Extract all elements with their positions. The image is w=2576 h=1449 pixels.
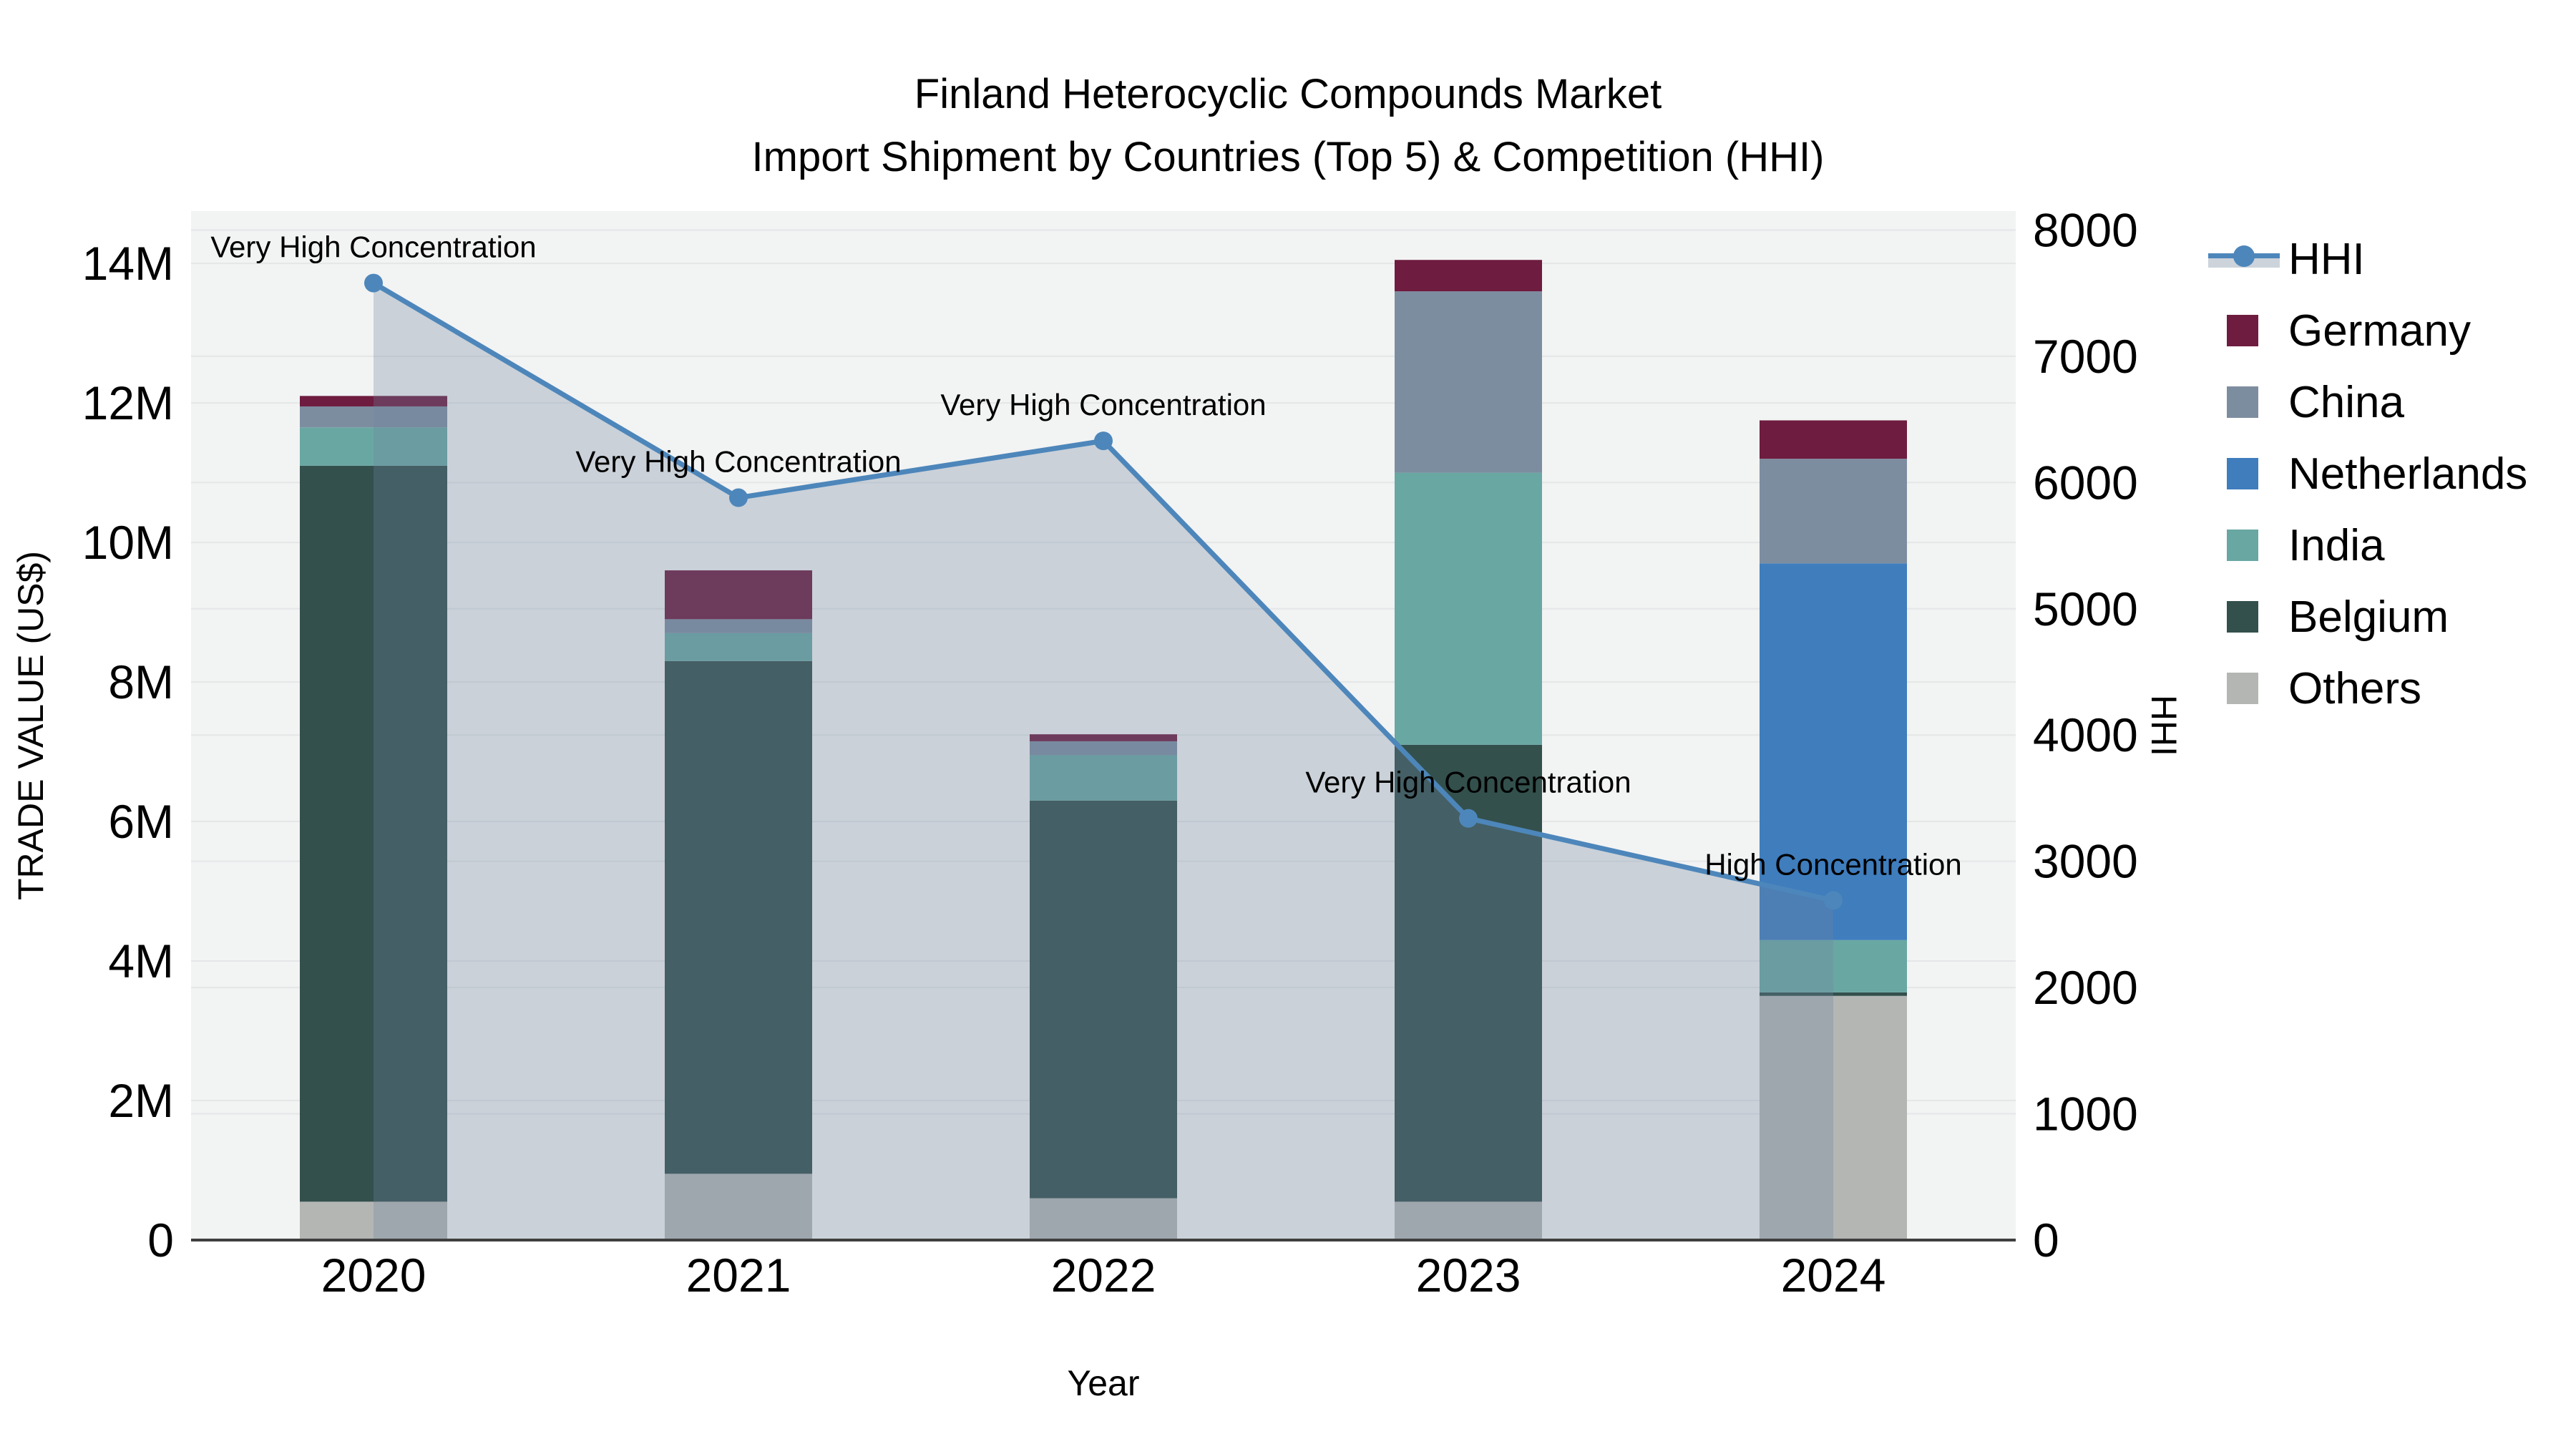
annotation-2020: Very High Concentration bbox=[210, 230, 536, 264]
legend-label: China bbox=[2288, 377, 2404, 427]
bar-china-2024[interactable] bbox=[1760, 459, 1907, 564]
bar-belgium-2021[interactable] bbox=[665, 660, 812, 1174]
bar-others-2020[interactable] bbox=[300, 1201, 447, 1240]
bar-others-2024[interactable] bbox=[1760, 995, 1907, 1240]
germany-swatch-icon bbox=[2227, 315, 2258, 346]
annotation-2023: Very High Concentration bbox=[1305, 766, 1631, 799]
annotation-2021: Very High Concentration bbox=[575, 445, 901, 479]
bar-china-2023[interactable] bbox=[1395, 291, 1542, 473]
bar-netherlands-2024[interactable] bbox=[1760, 563, 1907, 940]
right-tick-label: 6000 bbox=[2033, 456, 2138, 509]
left-tick-label: 6M bbox=[108, 795, 174, 848]
legend-label: Netherlands bbox=[2288, 449, 2528, 499]
left-tick-label: 12M bbox=[82, 376, 174, 429]
left-tick-label: 4M bbox=[108, 935, 174, 987]
right-axis-title: HHI bbox=[2144, 695, 2184, 756]
bar-germany-2020[interactable] bbox=[300, 396, 447, 406]
bar-india-2021[interactable] bbox=[665, 633, 812, 661]
legend-item-hhi[interactable]: HHI bbox=[2205, 223, 2527, 295]
bar-china-2021[interactable] bbox=[665, 619, 812, 633]
left-tick-label: 0 bbox=[147, 1214, 174, 1267]
belgium-swatch-icon bbox=[2227, 601, 2258, 633]
x-tick-label: 2021 bbox=[686, 1249, 791, 1302]
hhi-point-2023[interactable] bbox=[1459, 809, 1478, 828]
x-tick-label: 2023 bbox=[1416, 1249, 1521, 1302]
legend-label: HHI bbox=[2288, 234, 2365, 284]
bar-belgium-2022[interactable] bbox=[1030, 800, 1177, 1199]
legend-item-others[interactable]: Others bbox=[2205, 653, 2527, 724]
legend-item-netherlands[interactable]: Netherlands bbox=[2205, 438, 2527, 509]
hhi-marker-sample bbox=[2233, 245, 2255, 267]
bar-india-2020[interactable] bbox=[300, 427, 447, 466]
bar-germany-2021[interactable] bbox=[665, 570, 812, 620]
left-tick-label: 2M bbox=[108, 1074, 174, 1127]
legend-item-china[interactable]: China bbox=[2205, 366, 2527, 438]
hhi-area-fill bbox=[374, 283, 1833, 1240]
annotation-2022: Very High Concentration bbox=[940, 388, 1266, 421]
bar-india-2024[interactable] bbox=[1760, 940, 1907, 992]
right-tick-label: 1000 bbox=[2033, 1088, 2138, 1141]
legend-label: Belgium bbox=[2288, 592, 2449, 642]
bar-china-2022[interactable] bbox=[1030, 741, 1177, 756]
chart-title-line1: Finland Heterocyclic Compounds Market bbox=[914, 71, 1662, 117]
legend-label: Germany bbox=[2288, 306, 2471, 356]
right-tick-label: 3000 bbox=[2033, 835, 2138, 888]
hhi-point-2021[interactable] bbox=[729, 488, 748, 507]
legend-item-germany[interactable]: Germany bbox=[2205, 295, 2527, 366]
left-tick-label: 14M bbox=[82, 237, 174, 290]
bar-others-2022[interactable] bbox=[1030, 1198, 1177, 1240]
india-swatch-icon bbox=[2227, 530, 2258, 561]
bar-germany-2024[interactable] bbox=[1760, 420, 1907, 459]
netherlands-swatch-icon bbox=[2227, 458, 2258, 489]
hhi-point-2022[interactable] bbox=[1094, 431, 1113, 451]
bar-belgium-2020[interactable] bbox=[300, 465, 447, 1202]
left-tick-label: 10M bbox=[82, 516, 174, 569]
bar-china-2020[interactable] bbox=[300, 406, 447, 428]
bar-others-2023[interactable] bbox=[1395, 1201, 1542, 1240]
hhi-point-2024[interactable] bbox=[1824, 891, 1843, 910]
legend-item-india[interactable]: India bbox=[2205, 509, 2527, 581]
left-axis-title: TRADE VALUE (US$) bbox=[11, 551, 51, 900]
hhi-line-swatch-icon bbox=[2208, 245, 2280, 272]
x-tick-label: 2022 bbox=[1051, 1249, 1156, 1302]
others-swatch-icon bbox=[2227, 673, 2258, 704]
right-tick-label: 7000 bbox=[2033, 330, 2138, 383]
legend-label: India bbox=[2288, 520, 2385, 570]
x-tick-label: 2020 bbox=[321, 1249, 426, 1302]
x-tick-label: 2024 bbox=[1781, 1249, 1886, 1302]
bar-india-2023[interactable] bbox=[1395, 472, 1542, 745]
legend: HHI Germany China Netherlands India Belg… bbox=[2205, 223, 2527, 724]
china-swatch-icon bbox=[2227, 386, 2258, 418]
chart-title-line2: Import Shipment by Countries (Top 5) & C… bbox=[751, 134, 1825, 180]
left-tick-label: 8M bbox=[108, 655, 174, 708]
bar-india-2022[interactable] bbox=[1030, 755, 1177, 801]
right-tick-label: 0 bbox=[2033, 1214, 2059, 1267]
right-tick-label: 8000 bbox=[2033, 203, 2138, 256]
annotation-2024: High Concentration bbox=[1704, 847, 1962, 881]
x-axis-title: Year bbox=[1067, 1363, 1139, 1403]
right-tick-label: 4000 bbox=[2033, 708, 2138, 761]
bar-belgium-2024[interactable] bbox=[1760, 992, 1907, 996]
right-tick-label: 5000 bbox=[2033, 582, 2138, 635]
bar-germany-2023[interactable] bbox=[1395, 260, 1542, 292]
bar-others-2021[interactable] bbox=[665, 1174, 812, 1240]
legend-label: Others bbox=[2288, 663, 2422, 713]
legend-item-belgium[interactable]: Belgium bbox=[2205, 581, 2527, 653]
hhi-point-2020[interactable] bbox=[364, 273, 383, 293]
chart-title: Finland Heterocyclic Compounds Market Im… bbox=[0, 63, 2576, 189]
bar-germany-2022[interactable] bbox=[1030, 734, 1177, 741]
right-tick-label: 2000 bbox=[2033, 961, 2138, 1014]
